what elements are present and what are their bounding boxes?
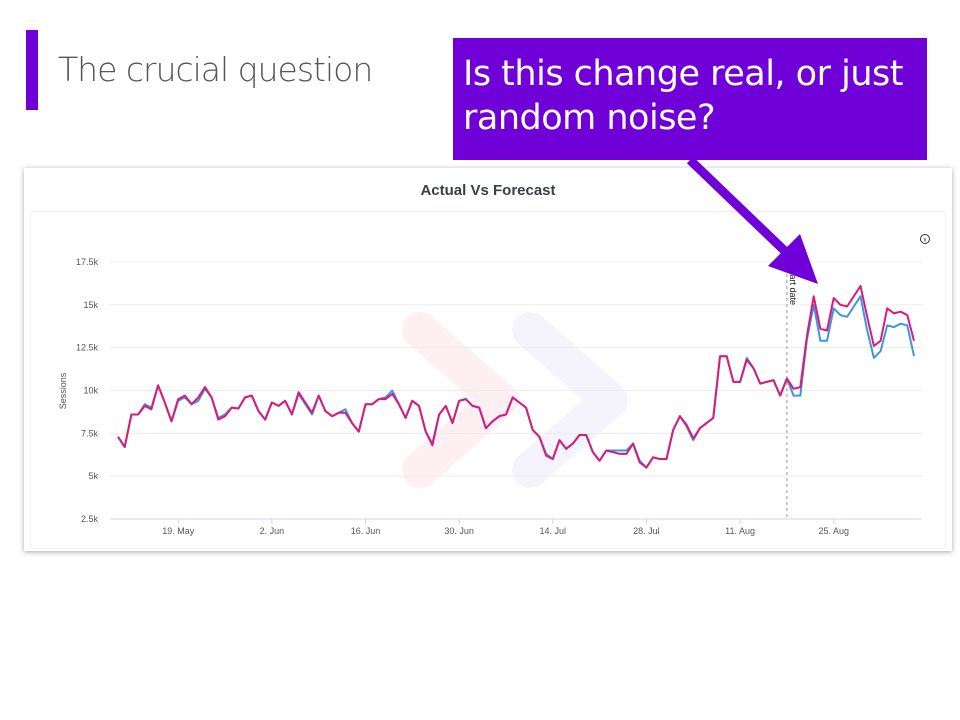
title-accent-bar: [26, 30, 38, 110]
y-tick-label: 15k: [83, 300, 98, 310]
chart-title: Actual Vs Forecast: [420, 182, 556, 199]
x-tick-label: 11. Aug: [725, 526, 755, 536]
x-tick-label: 30. Jun: [444, 526, 474, 536]
y-tick-label: 12.5k: [76, 343, 99, 353]
watermark-logo-icon: [402, 312, 518, 488]
info-circle-icon[interactable]: [920, 234, 930, 244]
start-date-label: Start date: [788, 266, 798, 305]
callout-question: Is this change real, or just random nois…: [453, 38, 927, 160]
x-tick-label: 2. Jun: [260, 526, 285, 536]
y-axis-title: Sessions: [58, 372, 68, 409]
chart-card: Actual Vs Forecast: [24, 168, 952, 551]
y-tick-label: 10k: [83, 386, 98, 396]
x-tick-label: 19. May: [162, 526, 195, 536]
actual-series-line: [117, 285, 915, 469]
y-tick-label: 17.5k: [76, 257, 99, 267]
x-tick-label: 28. Jul: [633, 526, 660, 536]
x-tick-label: 14. Jul: [540, 526, 567, 536]
slide-title: The crucial question: [58, 50, 373, 89]
chart-panel: [30, 211, 946, 549]
y-tick-label: 5k: [88, 471, 98, 481]
y-tick-label: 2.5k: [81, 514, 99, 524]
watermark-logo-icon: [512, 312, 628, 488]
y-tick-label: 7.5k: [81, 428, 99, 438]
x-tick-label: 16. Jun: [351, 526, 381, 536]
x-tick-label: 25. Aug: [818, 526, 849, 536]
